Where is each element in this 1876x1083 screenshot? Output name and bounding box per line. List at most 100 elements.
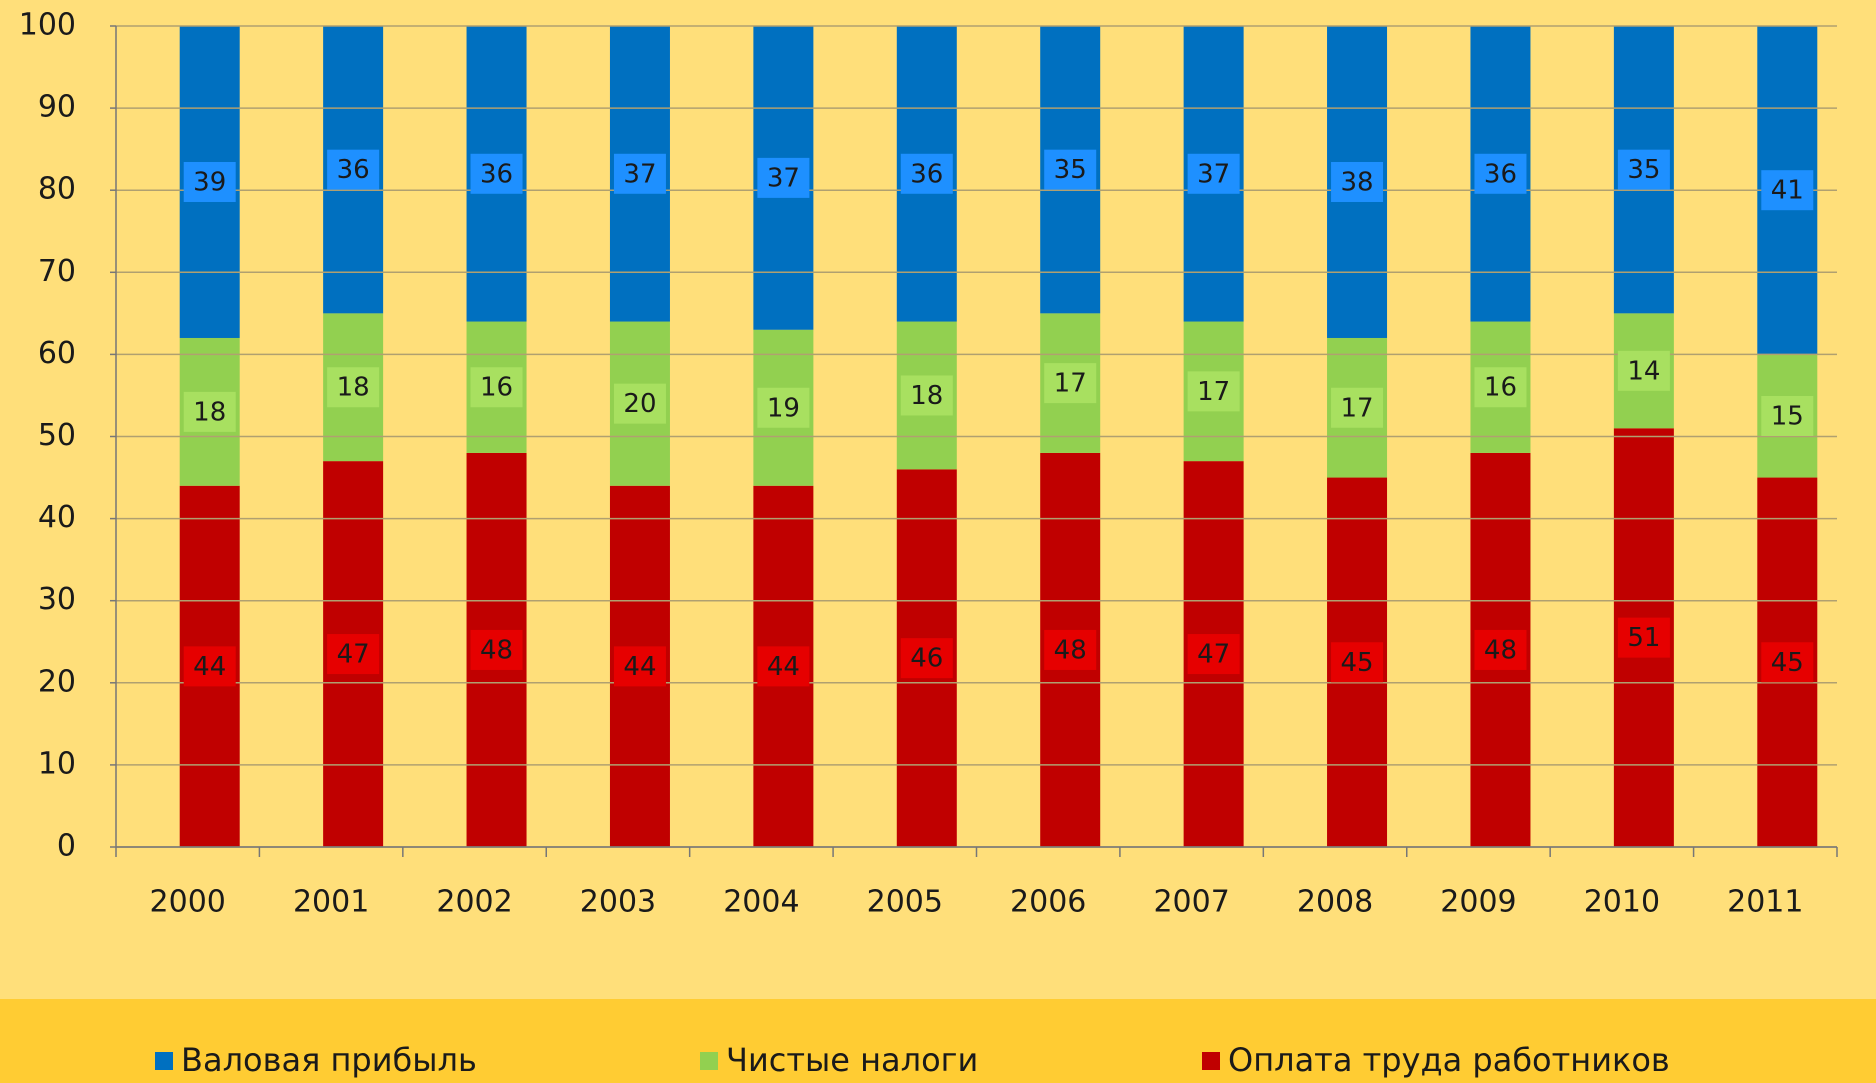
- data-label-box: [900, 153, 953, 194]
- data-label: 35: [1627, 155, 1660, 185]
- legend-band: [0, 999, 1876, 1083]
- x-tick-label: 2008: [1297, 885, 1373, 920]
- data-label-box: [1761, 395, 1814, 436]
- data-label-box: [470, 367, 523, 408]
- y-tick-label: 70: [38, 254, 76, 289]
- data-label-box: [613, 646, 666, 687]
- data-label-box: [470, 629, 523, 670]
- data-label: 41: [1771, 176, 1804, 206]
- data-label-box: [1187, 371, 1240, 412]
- y-tick-label: 40: [38, 500, 76, 535]
- x-tick-label: 2007: [1153, 885, 1229, 920]
- data-label-box: [613, 383, 666, 424]
- data-label: 45: [1771, 648, 1804, 678]
- x-tick-label: 2010: [1584, 885, 1660, 920]
- data-label: 46: [910, 644, 943, 674]
- data-label-box: [1617, 149, 1670, 190]
- data-label: 44: [193, 652, 226, 682]
- data-label-box: [757, 646, 810, 687]
- x-tick-label: 2011: [1727, 885, 1803, 920]
- x-tick-label: 2000: [150, 885, 226, 920]
- data-label: 36: [910, 159, 943, 189]
- data-label-box: [1044, 149, 1097, 190]
- data-label-box: [1331, 642, 1384, 683]
- data-label: 44: [623, 652, 656, 682]
- data-label: 19: [767, 393, 800, 423]
- data-label: 47: [337, 640, 370, 670]
- legend-label: Оплата труда работников: [1228, 1041, 1670, 1079]
- data-label: 38: [1340, 167, 1373, 197]
- data-label-box: [327, 367, 380, 408]
- data-label-box: [470, 153, 523, 194]
- data-label: 16: [1484, 373, 1517, 403]
- data-label: 17: [1054, 369, 1087, 399]
- data-label: 15: [1771, 401, 1804, 431]
- data-label-box: [1474, 629, 1527, 670]
- data-label-box: [900, 638, 953, 679]
- y-tick-label: 30: [38, 582, 76, 617]
- x-tick-label: 2002: [436, 885, 512, 920]
- data-label: 45: [1340, 648, 1373, 678]
- data-label: 36: [480, 159, 513, 189]
- data-label-box: [1044, 363, 1097, 404]
- data-label: 47: [1197, 640, 1230, 670]
- data-label-box: [327, 634, 380, 675]
- y-tick-label: 10: [38, 746, 76, 781]
- data-label-box: [1187, 153, 1240, 194]
- y-tick-label: 50: [38, 418, 76, 453]
- legend-label: Валовая прибыль: [181, 1041, 477, 1079]
- data-label: 17: [1197, 377, 1230, 407]
- x-tick-label: 2003: [580, 885, 656, 920]
- data-label: 18: [910, 381, 943, 411]
- x-tick-label: 2006: [1010, 885, 1086, 920]
- y-tick-label: 0: [57, 829, 76, 864]
- legend-swatch: [1202, 1052, 1220, 1070]
- data-label-box: [757, 157, 810, 198]
- x-tick-label: 2004: [723, 885, 799, 920]
- data-label: 37: [623, 159, 656, 189]
- data-label-box: [1331, 161, 1384, 202]
- y-tick-label: 60: [38, 336, 76, 371]
- y-tick-label: 100: [19, 8, 76, 43]
- legend-swatch: [700, 1052, 718, 1070]
- data-label-box: [1331, 387, 1384, 428]
- y-tick-label: 20: [38, 664, 76, 699]
- data-label-box: [1474, 153, 1527, 194]
- data-label-box: [183, 646, 236, 687]
- data-label: 36: [337, 155, 370, 185]
- data-label-box: [1044, 629, 1097, 670]
- x-tick-label: 2001: [293, 885, 369, 920]
- data-label-box: [183, 161, 236, 202]
- x-tick-label: 2009: [1440, 885, 1516, 920]
- data-label: 37: [1197, 159, 1230, 189]
- data-label-box: [1617, 617, 1670, 658]
- data-label: 44: [767, 652, 800, 682]
- data-label: 48: [1484, 635, 1517, 665]
- data-label-box: [1617, 350, 1670, 391]
- data-label: 18: [193, 397, 226, 427]
- x-tick-label: 2005: [867, 885, 943, 920]
- data-label-box: [1474, 367, 1527, 408]
- data-label-box: [757, 387, 810, 428]
- data-label-box: [1761, 170, 1814, 211]
- data-label: 14: [1627, 356, 1660, 386]
- data-label-box: [1761, 642, 1814, 683]
- data-label: 39: [193, 167, 226, 197]
- data-label: 48: [1054, 635, 1087, 665]
- data-label-box: [327, 149, 380, 190]
- data-label-box: [1187, 634, 1240, 675]
- data-label: 17: [1340, 393, 1373, 423]
- data-label: 35: [1054, 155, 1087, 185]
- y-tick-label: 80: [38, 172, 76, 207]
- legend-swatch: [155, 1052, 173, 1070]
- y-tick-label: 90: [38, 90, 76, 125]
- data-label: 51: [1627, 623, 1660, 653]
- data-label-box: [183, 391, 236, 432]
- data-label: 18: [337, 373, 370, 403]
- data-label-box: [900, 375, 953, 416]
- data-label: 36: [1484, 159, 1517, 189]
- data-label: 16: [480, 373, 513, 403]
- legend-label: Чистые налоги: [726, 1041, 978, 1079]
- data-label: 48: [480, 635, 513, 665]
